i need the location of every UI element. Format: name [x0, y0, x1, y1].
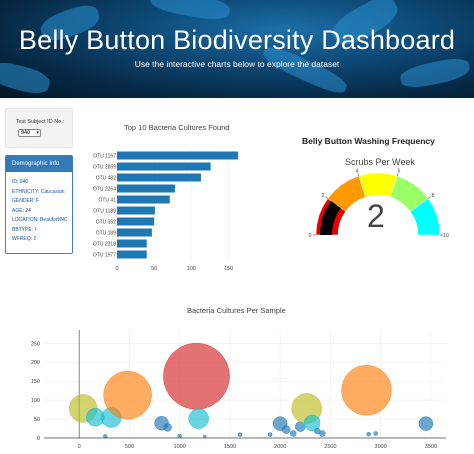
bubble-y-tick-label: 150 [31, 379, 40, 385]
bar-category-label: OTU 2318 [93, 242, 116, 248]
gauge-tick [396, 173, 399, 177]
bar-category-label: OTU 1167 [93, 154, 116, 160]
gauge-subtitle: Scrubs Per Week [345, 157, 415, 167]
bubble-y-tick-label: 50 [34, 417, 40, 423]
bar-x-tick-label: 0 [115, 266, 118, 270]
bar [117, 206, 155, 215]
bubble-point [103, 434, 108, 439]
bubble-x-tick-label: 2000 [274, 444, 286, 450]
bar-category-label: OTU 2264 [93, 187, 116, 193]
subject-id-dropdown[interactable]: 940 ▾ [18, 129, 41, 137]
bar-chart-title: Top 10 Bacteria Cultures Found [124, 123, 230, 132]
bar-category-label: OTU 1977 [93, 253, 116, 259]
gauge-value: 2 [367, 198, 385, 234]
gauge-tick-label: 2 [322, 193, 325, 199]
bar-category-label: OTU 41 [98, 198, 116, 204]
bubble-x-tick-label: 3000 [375, 444, 387, 450]
bubble-x-tick-label: 1000 [174, 444, 186, 450]
bar-x-tick-label: 100 [187, 266, 196, 270]
gauge-band [410, 198, 441, 236]
bar-category-label: OTU 1189 [93, 209, 116, 215]
bubble-x-tick-label: 1500 [224, 444, 236, 450]
bubble-point [237, 432, 243, 437]
gauge-tick [325, 196, 329, 199]
bacteria-decoration [148, 0, 232, 23]
bar-x-tick-label: 50 [151, 266, 157, 270]
bar [117, 162, 211, 171]
gauge-tick [427, 196, 431, 199]
bubble-point [177, 433, 182, 439]
bar-category-label: OTU 2859 [93, 165, 116, 171]
bubble-point [163, 423, 172, 432]
subject-select-panel: Test Subject ID No.: 940 ▾ [5, 108, 73, 148]
bubble-point [341, 365, 392, 416]
bubble-point [188, 408, 209, 429]
page-subtitle: Use the interactive charts below to expl… [134, 59, 340, 69]
gauge-tick-label: 0 [309, 233, 312, 239]
bubble-point [319, 430, 326, 437]
gauge-tick [357, 173, 360, 177]
demographic-row: ID: 940 [12, 179, 29, 185]
demographic-panel-title: Demographic Info [6, 156, 72, 172]
demographic-row: BBTYPE: I [12, 226, 36, 233]
demographic-list: ID: 940 ETHNICITY: Caucasian GENDER: F A… [6, 172, 72, 245]
bubble-x-tick-label: 0 [78, 444, 81, 450]
bar [117, 217, 155, 226]
bubble-y-tick-label: 0 [37, 436, 40, 442]
bubble-point [282, 425, 291, 434]
demographic-row: ETHNICITY: Caucasian [12, 188, 65, 195]
bar [117, 195, 170, 204]
bubble-x-tick-label: 3500 [425, 444, 437, 450]
gauge-tick-label: 4 [356, 168, 359, 174]
bubble-chart-title: Bacteria Cultures Per Sample [187, 306, 286, 315]
header-banner: Belly Button Biodiversity Dashboard Use … [0, 0, 474, 98]
demographic-row: AGE: 24 [12, 207, 31, 214]
demographic-row: LOCATION: Beaufort/NC [12, 217, 68, 223]
bubble-point [366, 432, 371, 437]
bar-chart[interactable]: 0 50 100 150 OTU 1167 OTU 2859 OTU 482 OTU 2264… [80, 140, 270, 270]
page-title: Belly Button Biodiversity Dashboard [18, 25, 456, 55]
gauge-chart[interactable]: 0 2 4 6 8 10 [305, 168, 455, 243]
bar [117, 239, 147, 248]
bar [117, 184, 175, 193]
gauge-tick-label: 6 [398, 168, 401, 174]
bar-category-label: OTU 482 [96, 176, 117, 182]
bubble-y-tick-label: 200 [31, 360, 40, 366]
demographic-row: GENDER: F [12, 198, 40, 204]
bubble-point [267, 432, 273, 437]
subject-id-value: 940 [21, 130, 31, 136]
bar-category-label: OTU 189 [96, 231, 117, 237]
bar-category-label: OTU 352 [96, 220, 117, 226]
bar [117, 151, 239, 160]
bubble-point [203, 434, 207, 439]
gauge-title: Belly Button Washing Frequency [302, 136, 435, 146]
bar-x-tick-label: 150 [224, 266, 233, 270]
bar [117, 228, 152, 237]
bubble-y-tick-label: 100 [31, 398, 40, 404]
demographic-panel: Demographic Info ID: 940 ETHNICITY: Cauc… [5, 155, 73, 254]
bubble-point [163, 343, 230, 410]
bar [117, 250, 147, 259]
demographic-row: WFREQ: 2 [12, 236, 37, 242]
gauge-tick-label: 8 [432, 193, 435, 199]
bar [117, 173, 201, 182]
chevron-down-icon: ▾ [36, 130, 39, 136]
subject-select-label: Test Subject ID No.: [15, 119, 65, 125]
bubble-x-tick-label: 500 [125, 444, 134, 450]
bubble-x-tick-label: 2500 [324, 444, 336, 450]
gauge-tick-label: 10 [443, 233, 449, 239]
bubble-point [303, 414, 321, 432]
bubble-point [290, 430, 297, 437]
bubble-point [373, 431, 378, 436]
bubble-point [418, 416, 434, 431]
gauge-value-bar [320, 200, 341, 235]
bubble-y-tick-label: 250 [31, 341, 40, 347]
bubble-point [103, 370, 152, 420]
